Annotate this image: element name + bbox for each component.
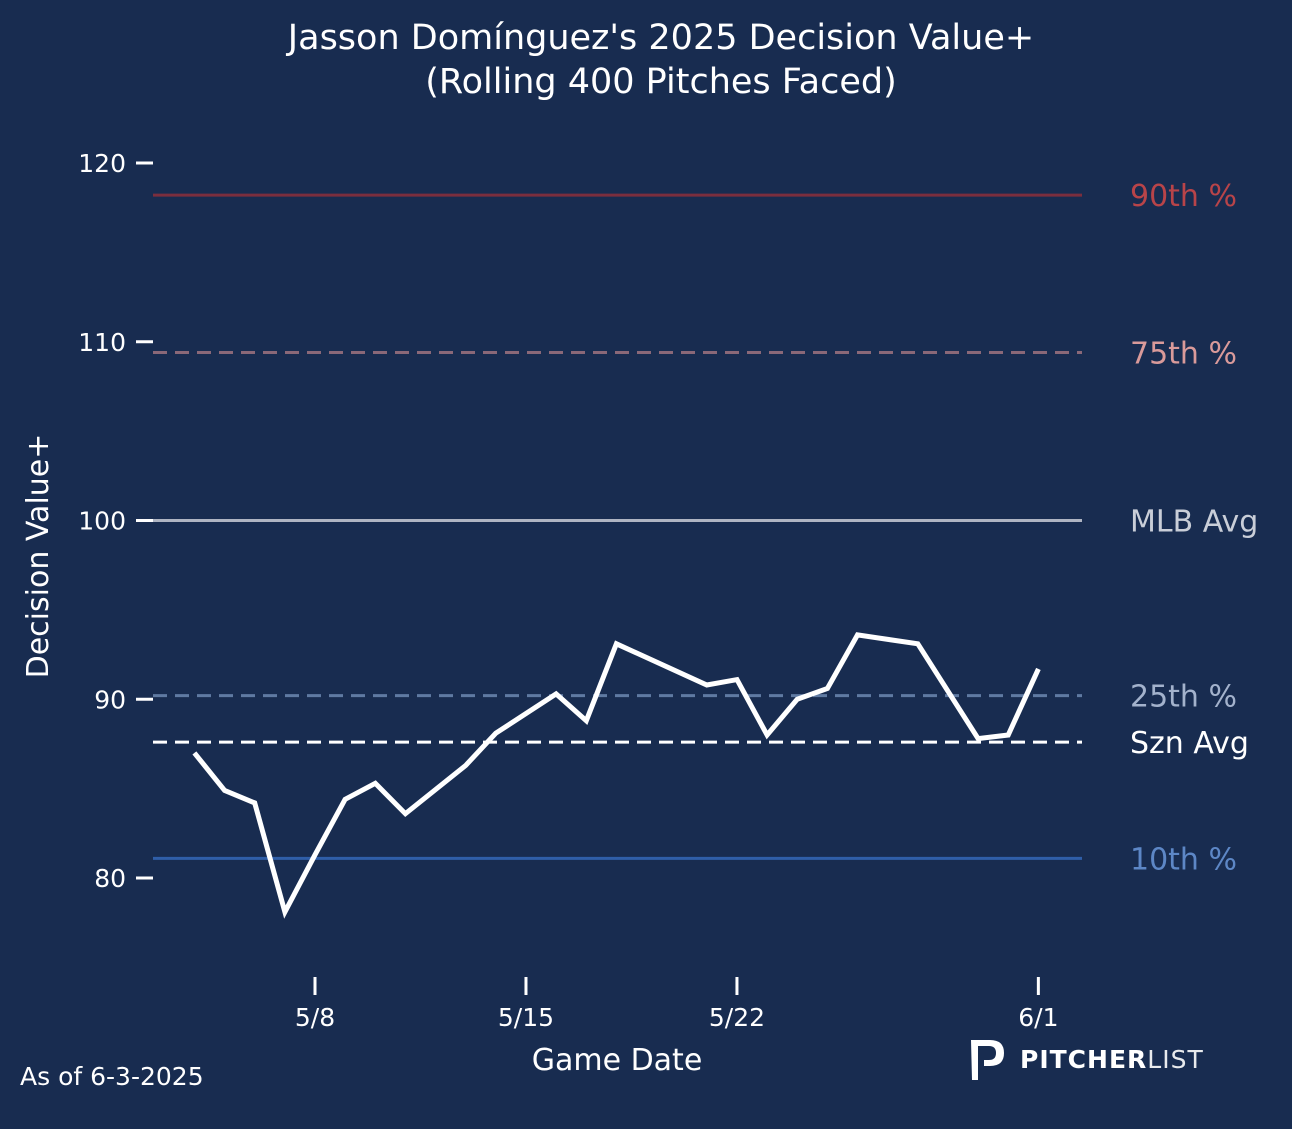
- logo-text-bold: PITCHER: [1020, 1044, 1148, 1074]
- reference-label-2: MLB Avg: [1130, 505, 1258, 540]
- x-tick-label: 6/1: [1018, 1003, 1058, 1032]
- x-axis-label: Game Date: [532, 1043, 703, 1078]
- pitcherlist-p-icon: [971, 1040, 1004, 1080]
- reference-label-1: 75th %: [1130, 336, 1237, 371]
- chart-title: Jasson Domínguez's 2025 Decision Value+: [287, 18, 1035, 58]
- chart-subtitle: (Rolling 400 Pitches Faced): [425, 62, 897, 102]
- y-tick-label: 90: [94, 685, 126, 714]
- reference-label-5: 10th %: [1130, 842, 1237, 877]
- pitcherlist-logo: PITCHERLIST: [968, 1036, 1204, 1082]
- reference-label-0: 90th %: [1130, 179, 1237, 214]
- pitcherlist-wordmark: PITCHERLIST: [1020, 1045, 1204, 1074]
- logo-text-light: LIST: [1147, 1044, 1204, 1074]
- as-of-date: As of 6-3-2025: [20, 1062, 204, 1091]
- y-tick-label: 80: [94, 864, 126, 893]
- y-tick-label: 110: [78, 328, 126, 357]
- reference-label-4: Szn Avg: [1130, 726, 1249, 761]
- x-tick-label: 5/15: [498, 1003, 554, 1032]
- y-tick-label: 120: [78, 149, 126, 178]
- x-tick-label: 5/22: [709, 1003, 765, 1032]
- y-tick-label: 100: [78, 507, 126, 536]
- reference-label-3: 25th %: [1130, 680, 1237, 715]
- series-line-decision-value: [192, 632, 1041, 919]
- y-axis-label: Decision Value+: [21, 434, 56, 679]
- x-tick-label: 5/8: [295, 1003, 335, 1032]
